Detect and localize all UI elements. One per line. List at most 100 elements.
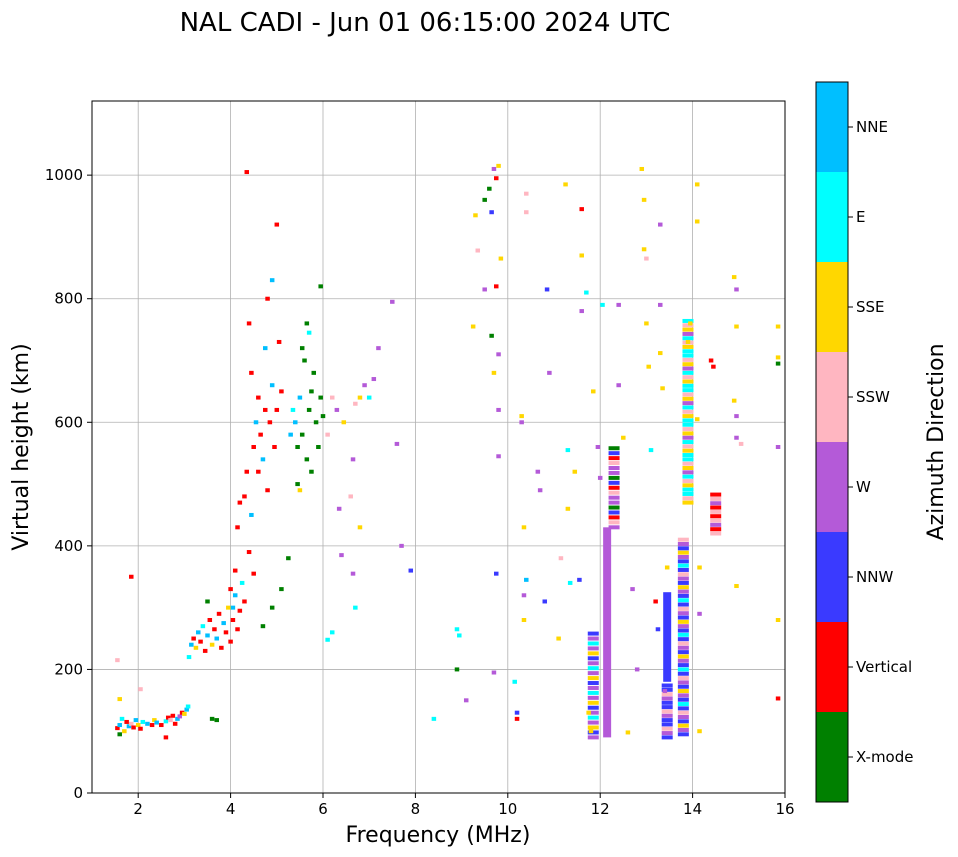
data-point [186,655,192,660]
data-point [682,478,694,483]
data-point [193,645,199,650]
data-point [731,275,737,280]
data-point [661,687,673,692]
data-point [708,358,714,363]
data-point [682,431,694,436]
data-point [587,725,599,730]
data-point [119,716,125,721]
data-point [677,585,689,590]
data-point [170,713,176,718]
data-point [775,355,781,360]
data-point [682,474,694,479]
data-point [710,514,722,519]
data-point [587,705,599,710]
data-point [242,599,247,604]
data-point [145,721,150,726]
data-point [133,718,139,723]
data-point [239,580,245,585]
data-point [205,599,210,604]
data-point [608,451,620,456]
data-point [682,357,694,362]
data-point [682,388,694,393]
data-point [682,435,694,440]
data-point [608,480,620,485]
data-point [216,611,222,616]
data-point [237,608,243,613]
data-point [475,248,481,253]
data-point [154,720,159,725]
data-point [263,407,268,412]
data-point [734,414,739,419]
data-point [661,722,673,727]
data-point [117,723,122,728]
data-point [470,324,476,329]
data-point [658,351,663,356]
data-point [677,611,689,616]
data-point [487,186,492,191]
data-point [677,719,689,724]
data-point [677,628,689,633]
data-point [230,605,236,610]
data-point [394,441,400,446]
data-point [117,697,122,702]
data-point [221,621,226,626]
data-point [521,525,527,530]
data-point [677,619,689,624]
data-point [494,571,499,576]
colorbar-segment [816,712,848,802]
data-point [661,700,673,705]
colorbar-segment [816,532,848,622]
data-point [710,509,722,514]
data-point [677,702,689,707]
data-point [734,324,739,329]
data-point [122,729,127,734]
data-point [682,362,694,367]
data-point [775,618,781,622]
data-point [320,414,326,419]
data-point [299,432,305,437]
data-point [341,420,347,425]
data-point [295,445,300,449]
data-point [339,553,344,558]
data-point [682,422,694,427]
data-point [556,636,561,641]
data-point [457,633,462,638]
data-point [115,726,120,731]
data-point [587,715,599,720]
data-point [677,654,689,659]
data-point [710,522,722,527]
data-point [309,469,314,474]
data-point [177,714,183,719]
data-point [362,383,367,388]
data-point [189,642,194,647]
data-point [662,689,668,694]
data-point [129,721,134,726]
data-point [685,339,691,344]
data-point [661,705,673,710]
plot-frame [91,100,786,794]
data-point [682,344,694,349]
data-point [318,284,323,289]
data-point [357,525,363,530]
data-point [587,661,599,666]
data-point [694,219,700,224]
data-point [544,287,550,292]
data-point [269,605,275,610]
data-point [325,637,330,642]
data-point [682,487,694,492]
data-point [184,707,189,712]
data-point [129,574,134,579]
data-point [491,370,497,375]
data-point [682,440,694,445]
data-point [608,500,620,505]
data-point [249,370,254,375]
data-point [661,692,673,697]
colorbar-label: Azimuth Direction [924,343,949,540]
data-point [608,490,620,495]
x-tick-label: 14 [683,800,702,818]
data-point [639,166,645,171]
data-point [677,615,689,620]
data-point [677,598,689,603]
data-point [117,732,122,737]
data-point [682,405,694,410]
